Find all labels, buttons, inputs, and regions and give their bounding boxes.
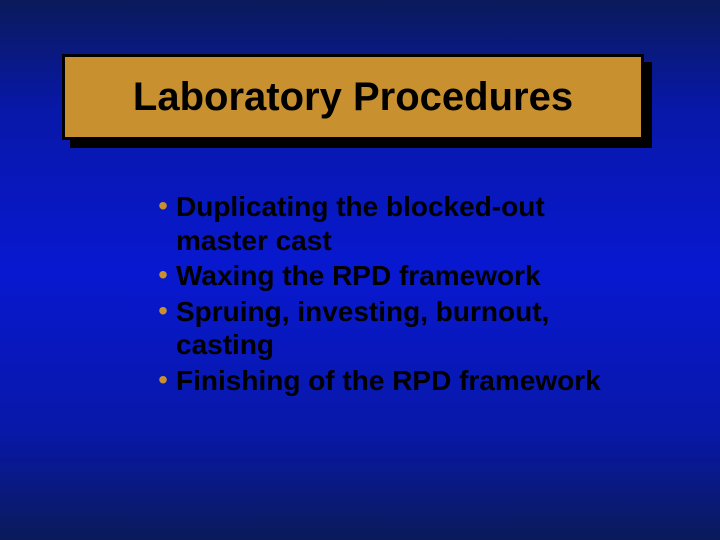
bullet-item: •Finishing of the RPD framework [150, 364, 620, 398]
bullet-item: •Waxing the RPD framework [150, 259, 620, 293]
title-box: Laboratory Procedures [62, 54, 644, 140]
slide-title: Laboratory Procedures [133, 75, 573, 120]
bullet-item: •Spruing, investing, burnout, casting [150, 295, 620, 362]
bullet-item: •Duplicating the blocked-out master cast [150, 190, 620, 257]
bullet-text: Finishing of the RPD framework [176, 364, 601, 398]
bullet-icon: • [150, 364, 176, 394]
bullet-text: Spruing, investing, burnout, casting [176, 295, 620, 362]
bullet-icon: • [150, 190, 176, 220]
bullet-icon: • [150, 295, 176, 325]
bullet-text: Duplicating the blocked-out master cast [176, 190, 620, 257]
bullet-list: •Duplicating the blocked-out master cast… [150, 190, 620, 400]
bullet-icon: • [150, 259, 176, 289]
bullet-text: Waxing the RPD framework [176, 259, 541, 293]
